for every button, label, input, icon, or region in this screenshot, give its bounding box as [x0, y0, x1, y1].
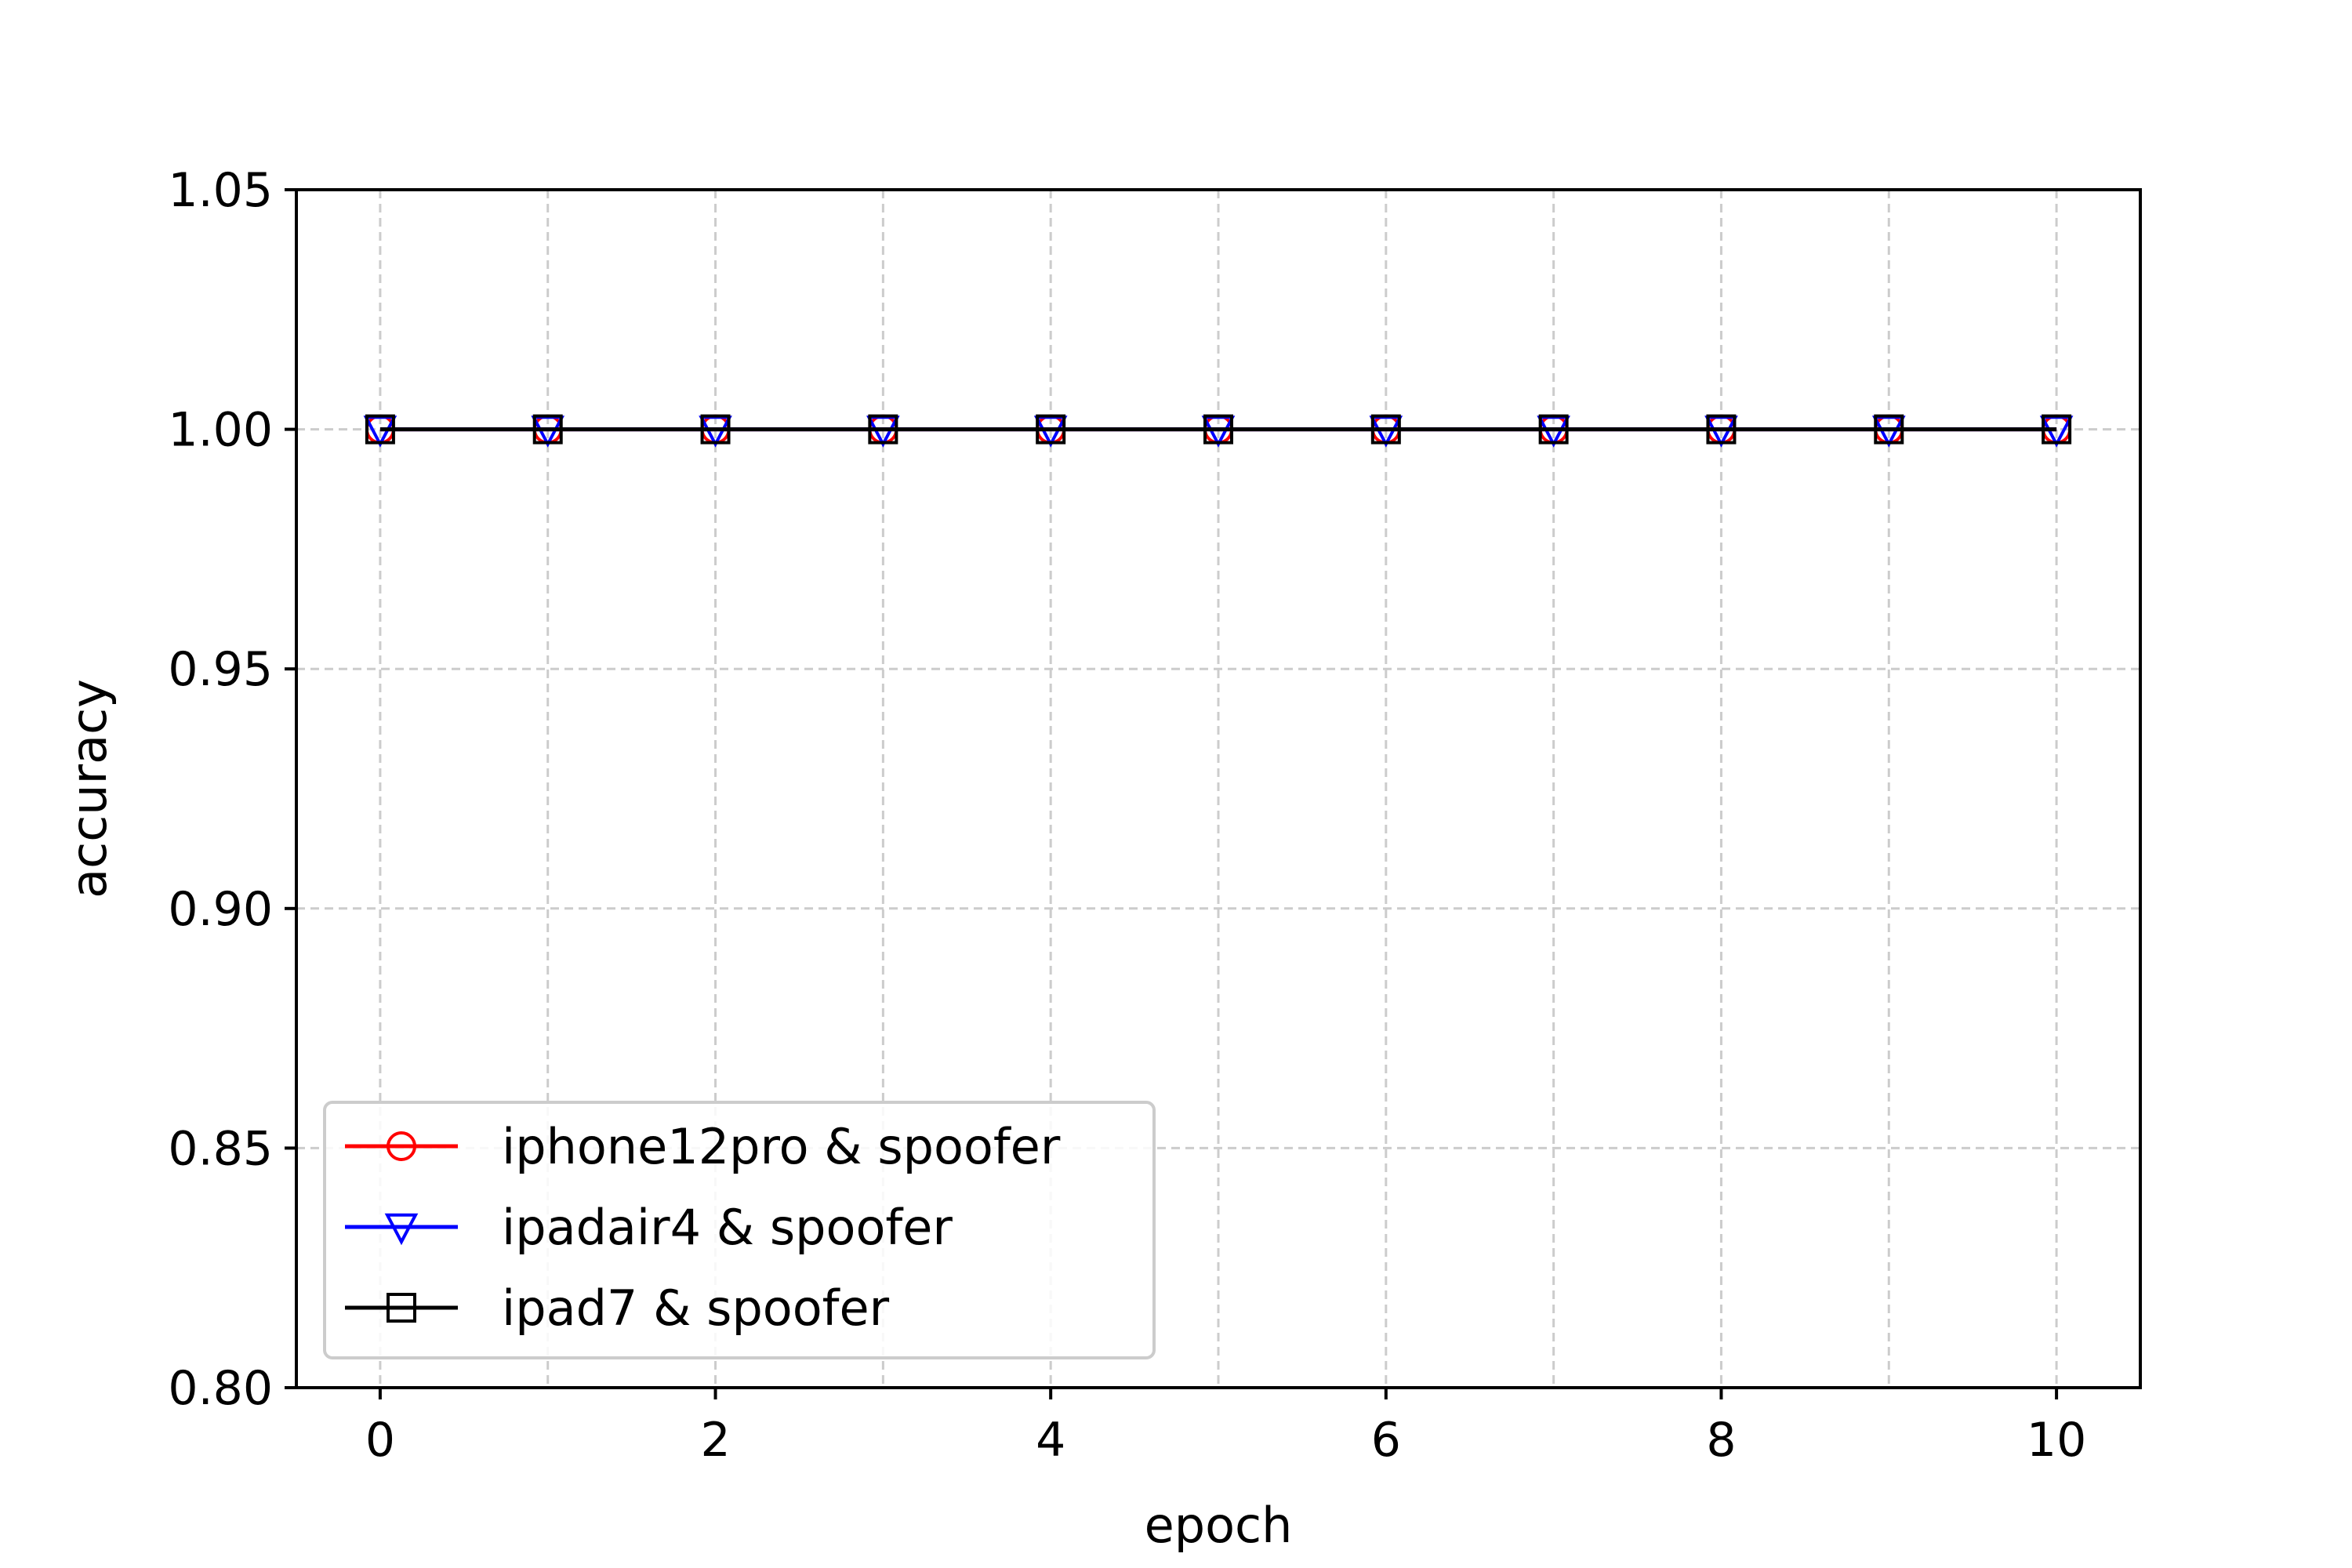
legend-box [323, 1101, 1156, 1359]
x-tick-label: 4 [1036, 1413, 1065, 1468]
x-tick-label: 10 [2027, 1413, 2086, 1468]
y-tick-label: 0.80 [168, 1361, 273, 1416]
x-tick-label: 6 [1371, 1413, 1401, 1468]
x-tick-label: 8 [1706, 1413, 1736, 1468]
series-marker-square [387, 1293, 416, 1323]
y-axis-ticks: 0.80 0.85 0.90 0.95 1.00 1.05 [168, 163, 296, 1416]
legend-item: ipad7 & spoofer [345, 1279, 890, 1337]
y-tick-label: 1.05 [168, 163, 273, 218]
series-layer [363, 414, 2074, 448]
y-tick-label: 0.85 [168, 1121, 273, 1176]
legend-items: iphone12pro & spoofer ipadair4 & spoofer i… [345, 1118, 1061, 1337]
series-marker-square [1706, 414, 1737, 445]
legend-item: iphone12pro & spoofer [345, 1118, 1061, 1175]
series-marker-square [1538, 414, 1569, 445]
y-tick-label: 1.00 [168, 403, 273, 458]
series-marker-square [1874, 414, 1904, 445]
x-axis-label: epoch [1145, 1497, 1293, 1554]
legend-item: ipadair4 & spoofer [345, 1199, 953, 1256]
series-marker-square [532, 414, 563, 445]
y-tick-label: 0.95 [168, 642, 273, 697]
series-marker-square [365, 414, 395, 445]
series-marker-circle [387, 1131, 416, 1161]
legend-label: ipad7 & spoofer [502, 1279, 890, 1337]
legend-label: iphone12pro & spoofer [502, 1118, 1061, 1175]
series-marker-triangle [384, 1213, 419, 1246]
legend-label: ipadair4 & spoofer [502, 1199, 953, 1256]
y-axis-label: accuracy [60, 679, 118, 898]
series-marker-square [1203, 414, 1233, 445]
legend: iphone12pro & spoofer ipadair4 & spoofer i… [323, 1101, 1156, 1359]
plot-frame [295, 188, 2142, 1389]
series-marker-square [2042, 414, 2072, 445]
series-marker-square [868, 414, 898, 445]
y-tick-label: 0.90 [168, 882, 273, 937]
x-axis-ticks: 0 2 4 6 8 10 [365, 1388, 2086, 1468]
x-tick-label: 0 [365, 1413, 395, 1468]
series-marker-square [1370, 414, 1401, 445]
x-tick-label: 2 [700, 1413, 730, 1468]
series-marker-square [1036, 414, 1066, 445]
series-marker-square [700, 414, 731, 445]
series-3 [365, 414, 2072, 445]
